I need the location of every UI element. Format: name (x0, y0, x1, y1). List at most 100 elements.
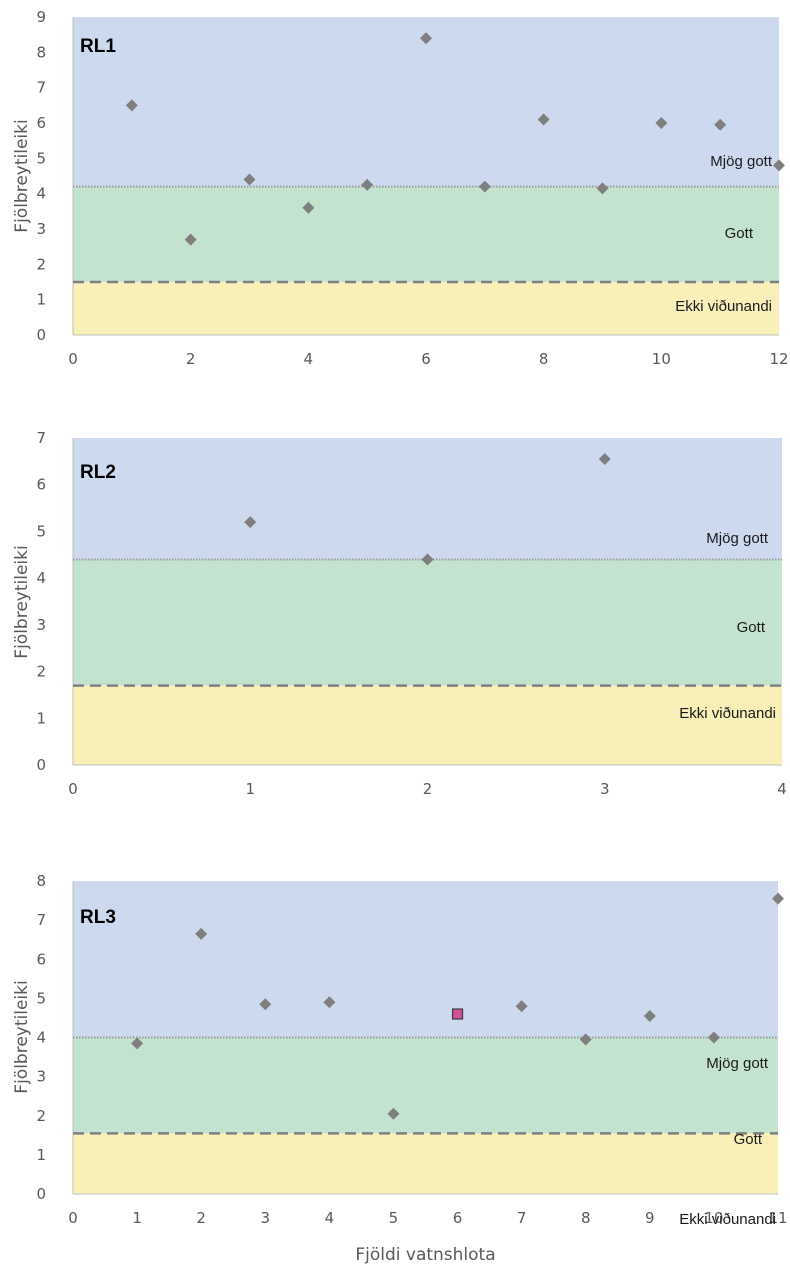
data-point (537, 113, 550, 126)
band-label: Gott (737, 619, 766, 636)
x-tick-label: 4 (304, 350, 314, 368)
x-tick-label: 2 (196, 1209, 206, 1227)
y-tick-label: 2 (36, 255, 46, 273)
x-tick-label: 12 (769, 350, 788, 368)
data-point (195, 927, 208, 940)
data-point (323, 996, 336, 1009)
x-tick-label: 2 (423, 780, 433, 798)
y-tick-label: 8 (36, 872, 46, 890)
x-tick-label: 1 (245, 780, 255, 798)
x-tick-label: 0 (68, 350, 78, 368)
y-tick-label: 3 (36, 220, 46, 238)
band-label: Gott (725, 225, 754, 242)
data-point (125, 99, 138, 112)
x-tick-label: 8 (539, 350, 549, 368)
panel-label: RL2 (80, 462, 116, 483)
y-tick-label: 7 (36, 911, 46, 929)
band-label: Gott (734, 1131, 763, 1148)
y-tick-label: 0 (36, 1185, 46, 1203)
x-tick-label: 6 (453, 1209, 463, 1227)
data-point (773, 159, 785, 172)
data-point (655, 117, 668, 129)
band-label: Mjög gott (706, 530, 769, 547)
band-very-good (73, 438, 782, 560)
band-label: Ekki viðunandi (675, 298, 772, 315)
x-tick-label: 5 (389, 1209, 399, 1227)
data-point (420, 32, 432, 45)
y-tick-label: 9 (36, 8, 46, 26)
x-tick-label: 11 (768, 1209, 787, 1227)
data-point (361, 178, 374, 191)
data-point (421, 553, 434, 566)
data-point (243, 173, 256, 186)
y-tick-label: 0 (36, 756, 46, 774)
band-unacceptable (73, 1133, 778, 1194)
data-point (302, 201, 315, 214)
x-tick-label: 2 (186, 350, 196, 368)
data-point (131, 1037, 144, 1050)
data-point (596, 182, 609, 195)
y-tick-label: 8 (36, 43, 46, 61)
band-unacceptable (73, 685, 782, 765)
band-label: Ekki viðunandi (679, 1211, 776, 1228)
data-point (259, 998, 272, 1011)
y-tick-label: 2 (36, 1107, 46, 1125)
x-tick-label: 6 (421, 350, 431, 368)
x-tick-label: 0 (68, 1209, 78, 1227)
data-point (515, 1000, 528, 1013)
x-tick-label: 9 (645, 1209, 655, 1227)
x-tick-label: 10 (704, 1209, 723, 1227)
band-label: Ekki viðunandi (679, 705, 776, 722)
y-tick-label: 6 (36, 476, 46, 494)
y-axis-title: Fjölbreytileiki (12, 119, 32, 232)
data-point (714, 118, 727, 131)
chart-panel-rl3: 0 1 2 3 4 5 6 7 8 0 1 2 3 4 5 6 7 8 9 10 11 Fjölbreytileiki Fj… (12, 872, 788, 1265)
y-tick-label: 1 (36, 1146, 46, 1164)
x-tick-label: 3 (260, 1209, 270, 1227)
y-tick-label: 4 (36, 1029, 46, 1047)
band-label: Mjög gott (710, 153, 773, 170)
band-good (73, 559, 782, 686)
y-tick-label: 6 (36, 114, 46, 132)
x-tick-label: 7 (517, 1209, 527, 1227)
data-point (244, 516, 257, 529)
x-tick-label: 0 (68, 780, 78, 798)
y-tick-label: 5 (36, 522, 46, 540)
y-tick-label: 5 (36, 989, 46, 1007)
panel-label: RL3 (80, 907, 116, 928)
x-tick-label: 4 (777, 780, 787, 798)
band-good (73, 1037, 778, 1134)
x-tick-label: 8 (581, 1209, 591, 1227)
band-label: Mjög gott (706, 1055, 769, 1072)
data-point (707, 1031, 720, 1044)
data-point (387, 1107, 400, 1120)
x-tick-label: 3 (600, 780, 610, 798)
data-point-square (451, 1008, 464, 1020)
y-tick-label: 3 (36, 616, 46, 634)
x-axis-title: Fjöldi vatnshlota (355, 1245, 495, 1265)
y-tick-label: 6 (36, 950, 46, 968)
y-tick-label: 2 (36, 663, 46, 681)
y-tick-label: 1 (36, 291, 46, 309)
data-point (598, 453, 611, 466)
y-tick-label: 7 (36, 79, 46, 97)
band-unacceptable (73, 282, 779, 335)
x-tick-label: 1 (132, 1209, 142, 1227)
y-tick-label: 4 (36, 569, 46, 587)
y-tick-label: 1 (36, 709, 46, 727)
y-tick-label: 4 (36, 185, 46, 203)
panel-label: RL1 (80, 36, 116, 57)
y-tick-label: 7 (36, 429, 46, 447)
data-point (643, 1009, 656, 1022)
data-point (772, 892, 784, 905)
y-tick-label: 5 (36, 149, 46, 167)
band-very-good (73, 881, 778, 1038)
data-point (579, 1033, 592, 1046)
data-point (478, 180, 491, 193)
y-axis-title: Fjölbreytileiki (12, 980, 32, 1093)
data-point (184, 233, 197, 246)
x-tick-label: 10 (652, 350, 671, 368)
